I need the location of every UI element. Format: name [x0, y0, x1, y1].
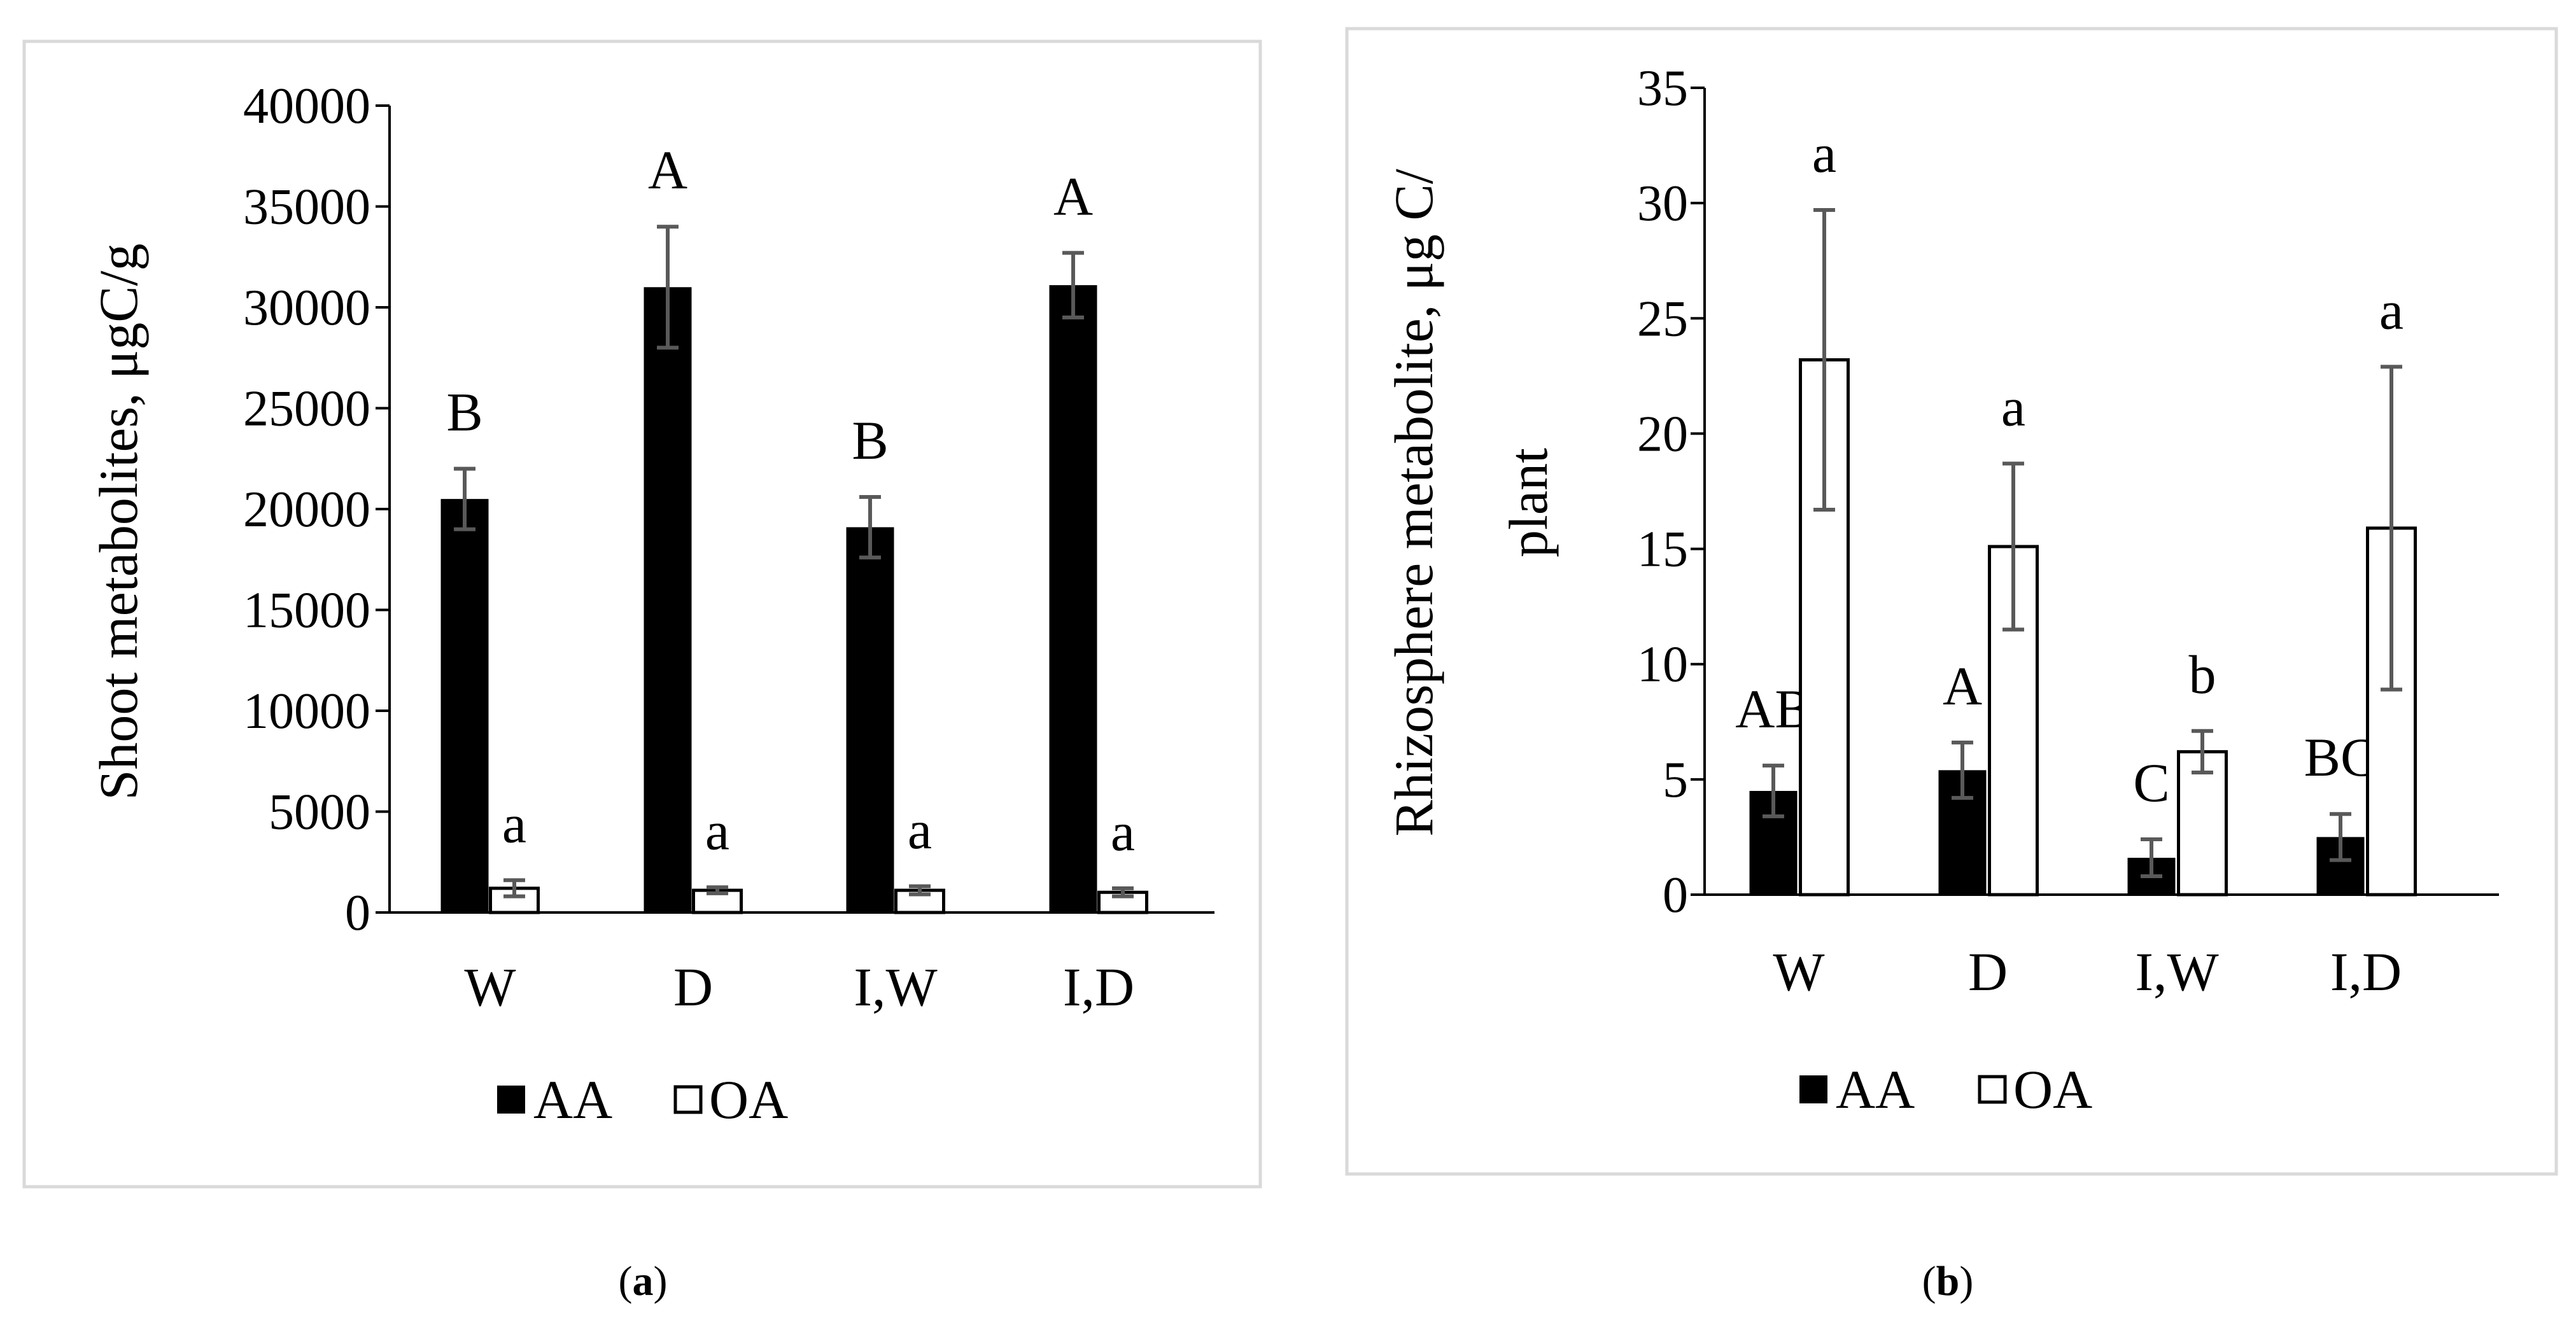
- bar-oa-i-w: [2177, 750, 2228, 897]
- y-tick-label: 35: [1637, 60, 1688, 116]
- y-tick-label: 25: [1637, 291, 1688, 347]
- significance-letter: B: [852, 410, 888, 471]
- legend-aa-swatch: [497, 1086, 525, 1114]
- panel-a-caption: (a): [619, 1258, 668, 1304]
- panel-a-y-axis-label: Shoot metabolites, μgC/g: [88, 243, 149, 800]
- panel-b-y-axis-label: Rhizosphere metabolite, μg C/: [1383, 169, 1444, 836]
- legend-oa-label: OA: [2013, 1059, 2092, 1120]
- significance-letter: a: [2001, 377, 2025, 438]
- legend-oa-swatch: [1978, 1075, 2007, 1104]
- y-tick-label: 0: [345, 885, 370, 941]
- y-tick-label: 25000: [243, 381, 370, 437]
- legend-oa-label: OA: [709, 1069, 788, 1130]
- panel-a-chart: Shoot metabolites, μgC/g 0 5000 10000 15000…: [22, 39, 1262, 1304]
- legend-aa-label: AA: [1836, 1059, 1915, 1120]
- y-tick-label: 30: [1637, 176, 1688, 232]
- x-category-label: I,W: [854, 956, 937, 1017]
- y-tick-label: 5000: [269, 785, 370, 841]
- bar-aa-i-d: [1049, 285, 1097, 912]
- y-tick-label: 15: [1637, 522, 1688, 578]
- significance-letter: A: [1943, 655, 1982, 716]
- bar-aa-w: [440, 499, 489, 912]
- significance-letter: A: [648, 139, 687, 200]
- significance-letter: a: [705, 800, 729, 861]
- panel-b-legend: AA OA: [1799, 1059, 2092, 1120]
- panel-b-frame: [1345, 27, 2558, 1176]
- significance-letter: a: [1111, 801, 1135, 862]
- x-category-label: I,D: [2330, 941, 2402, 1002]
- bar-aa-d: [644, 287, 692, 912]
- y-tick-label: 10000: [243, 683, 370, 739]
- significance-letter: a: [2379, 279, 2404, 340]
- panel-a-plot: 0 5000 10000 15000 20000 25000 30000 35000 40000…: [243, 78, 1214, 1017]
- significance-letter: AB: [1735, 678, 1811, 739]
- significance-letter: b: [2189, 644, 2216, 705]
- significance-letter: C: [2133, 752, 2169, 813]
- legend-aa-swatch: [1799, 1075, 1827, 1103]
- x-category-label: W: [464, 956, 516, 1017]
- legend-oa-swatch: [673, 1085, 703, 1114]
- panel-a-legend: AA OA: [497, 1069, 788, 1130]
- significance-letter: BC: [2304, 727, 2377, 788]
- legend-aa-label: AA: [533, 1069, 612, 1130]
- x-category-label: W: [1773, 941, 1824, 1002]
- y-tick-label: 15000: [243, 583, 370, 639]
- significance-letter: B: [446, 382, 482, 443]
- significance-letter: a: [502, 793, 526, 854]
- significance-letter: a: [1812, 123, 1836, 184]
- x-category-label: I,D: [1063, 956, 1134, 1017]
- y-tick-label: 20: [1637, 406, 1688, 462]
- panel-b-chart: Rhizosphere metabolite, μg C/ plant 0 5 10…: [1345, 27, 2558, 1304]
- y-tick-label: 30000: [243, 280, 370, 336]
- y-tick-label: 35000: [243, 179, 370, 235]
- panel-b-plot: 0 5 10 15 20 25 30 35 AB a W Aa D Cb I,W BC a I,D: [1637, 60, 2499, 1002]
- y-tick-label: 40000: [243, 78, 370, 134]
- y-tick-label: 5: [1663, 752, 1688, 808]
- x-category-label: I,W: [2135, 941, 2218, 1002]
- panel-b-caption: (b): [1922, 1258, 1974, 1304]
- x-category-label: D: [673, 956, 713, 1017]
- y-tick-label: 20000: [243, 482, 370, 538]
- bar-aa-i-w: [846, 527, 894, 912]
- significance-letter: A: [1053, 165, 1093, 227]
- x-category-label: D: [1968, 941, 2008, 1002]
- y-tick-label: 10: [1637, 637, 1688, 693]
- significance-letter: a: [908, 799, 932, 860]
- panel-b-y-axis-label-2: plant: [1498, 448, 1559, 557]
- y-tick-label: 0: [1663, 867, 1688, 923]
